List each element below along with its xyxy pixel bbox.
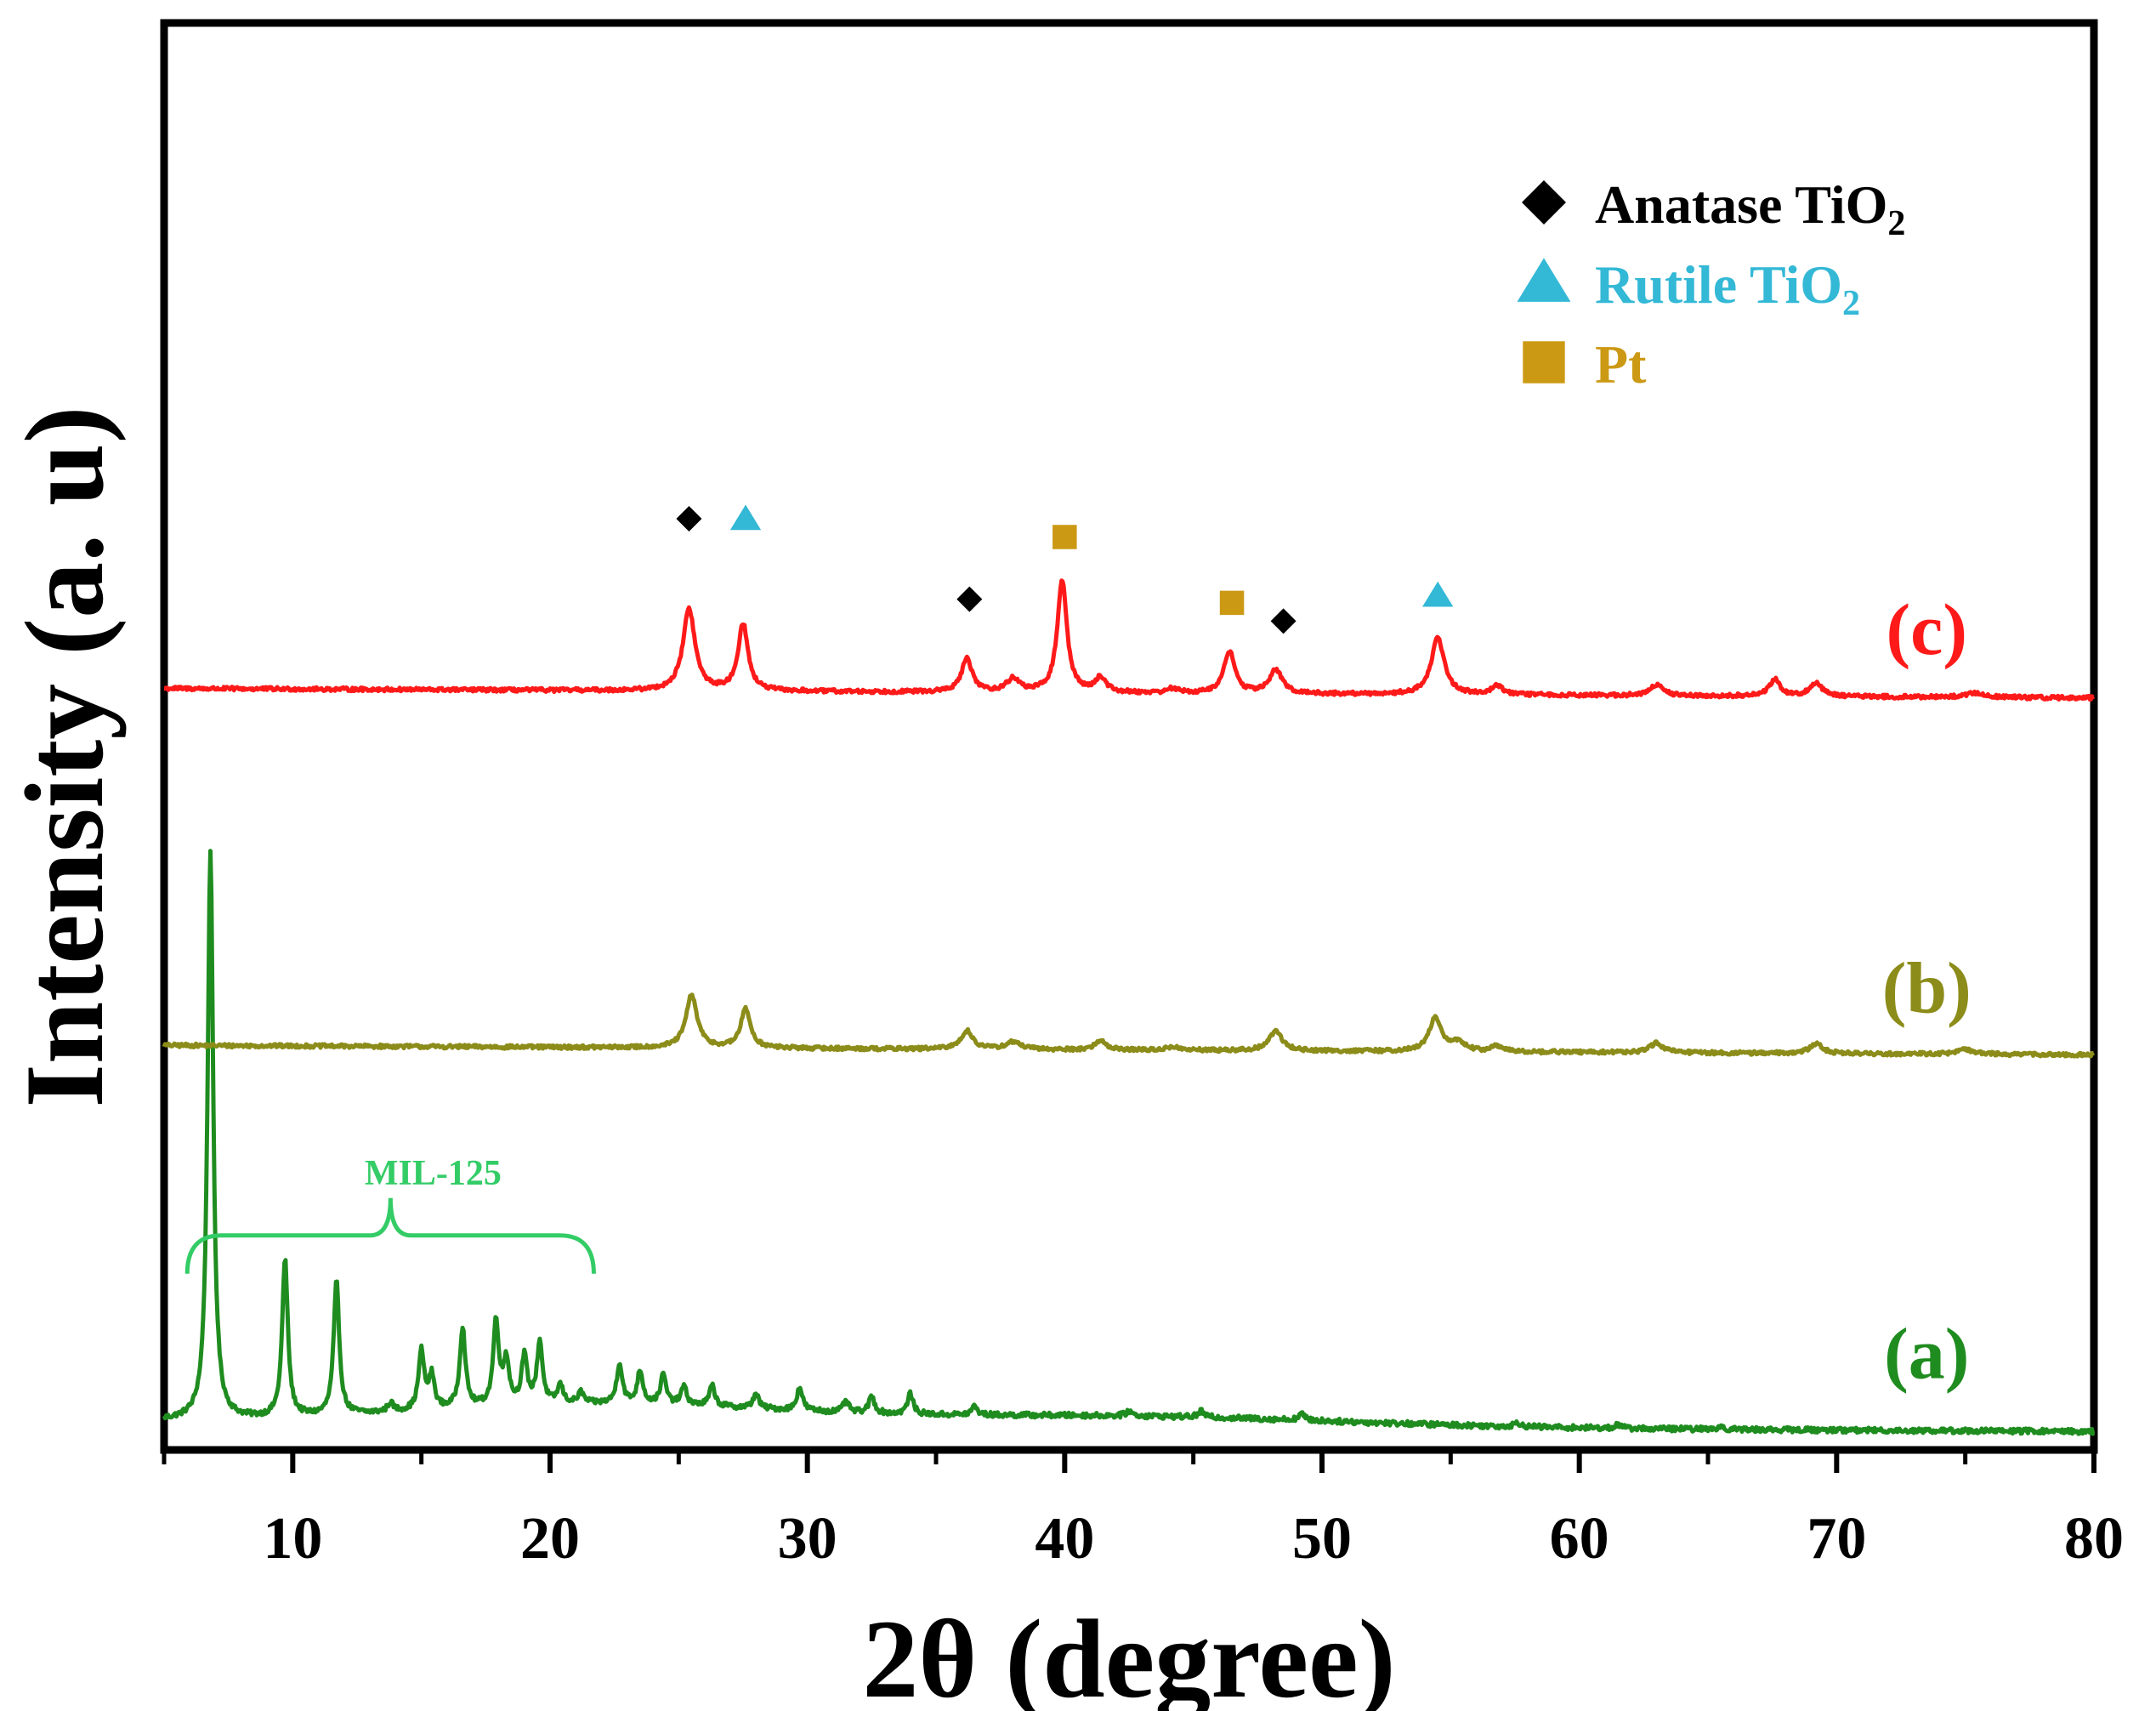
plot-frame — [160, 19, 2098, 1454]
mil-125-label: MIL-125 — [365, 1154, 502, 1193]
series-layer: (a) (b) (c) — [162, 578, 2096, 1436]
legend-label-main: Anatase TiO — [1595, 174, 1887, 235]
x-tick-label: 50 — [1292, 1506, 1352, 1572]
x-tick-label: 80 — [2064, 1506, 2124, 1572]
rutile-peak-marker — [1422, 581, 1454, 607]
legend-diamond-icon — [1522, 180, 1566, 225]
mil-125-bracket — [184, 1197, 596, 1274]
anatase-peak-marker — [956, 586, 983, 612]
x-tick-label: 60 — [1550, 1506, 1609, 1572]
series-line-c — [162, 578, 2096, 702]
legend-triangle-icon — [1517, 258, 1571, 302]
series-line-b — [162, 992, 2096, 1059]
series-label-a: (a) — [1884, 1313, 1969, 1395]
x-tick-label: 10 — [263, 1506, 322, 1572]
legend-square-icon — [1523, 341, 1565, 384]
x-tick-layer: 10 20 30 40 50 60 70 80 — [162, 1450, 2124, 1572]
series-label-b: (b) — [1882, 947, 1972, 1029]
x-tick-label: 30 — [778, 1506, 837, 1572]
peak-marker-layer — [676, 504, 1454, 634]
legend-label: Pt — [1595, 334, 1647, 395]
y-axis-label: Intensity (a. u) — [2, 406, 127, 1107]
x-tick-label: 70 — [1807, 1506, 1866, 1572]
anatase-peak-marker — [676, 506, 702, 531]
series-label-c: (c) — [1886, 588, 1967, 670]
legend-label-subscript: 2 — [1887, 204, 1905, 243]
anatase-peak-marker — [1270, 608, 1296, 634]
series-line-a — [162, 849, 2096, 1436]
pt-peak-marker — [1052, 525, 1077, 549]
legend-label: Rutile TiO2 — [1595, 254, 1860, 323]
legend-label-main: Rutile TiO — [1595, 254, 1842, 315]
legend-label-subscript: 2 — [1842, 284, 1860, 323]
x-tick-label: 20 — [520, 1506, 580, 1572]
pt-peak-marker — [1219, 590, 1245, 616]
rutile-peak-marker — [729, 504, 762, 531]
annotation-layer: MIL-125 — [184, 1154, 596, 1274]
legend-label: Anatase TiO2 — [1595, 174, 1905, 243]
x-axis-label: 2θ (degree) — [862, 1596, 1395, 1711]
x-tick-label: 40 — [1035, 1506, 1094, 1572]
legend-label-main: Pt — [1595, 334, 1647, 395]
